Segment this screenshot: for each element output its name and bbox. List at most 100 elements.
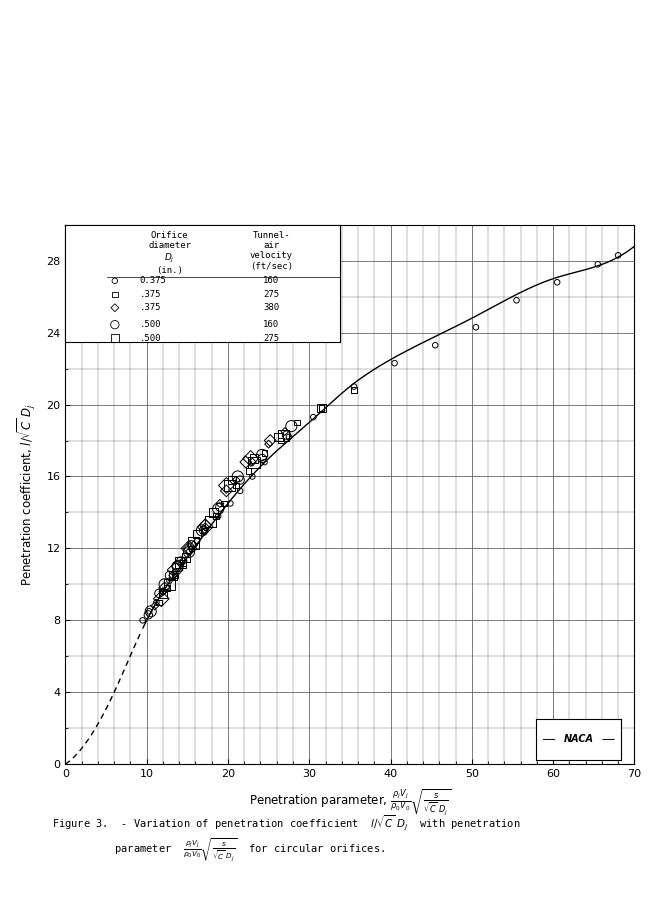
Point — [184, 545, 194, 559]
Point — [173, 559, 183, 574]
Point — [137, 613, 148, 628]
Point — [281, 428, 292, 442]
Text: .375: .375 — [139, 303, 161, 312]
Point — [110, 287, 120, 301]
Text: 160: 160 — [264, 276, 279, 285]
Point — [278, 428, 288, 442]
Point — [249, 455, 259, 469]
Point — [177, 556, 187, 570]
Point — [158, 586, 168, 601]
Text: Orifice
diameter
$D_j$
(in.): Orifice diameter $D_j$ (in.) — [148, 230, 191, 275]
Point — [221, 484, 232, 498]
Point — [257, 448, 267, 462]
Point — [317, 401, 327, 415]
Point — [197, 523, 207, 538]
Point — [231, 478, 241, 493]
Point — [284, 430, 294, 444]
Text: .500: .500 — [139, 334, 161, 343]
Point — [144, 604, 154, 619]
Text: Figure 3.  - Variation of penetration coefficient  $l/\sqrt{C}\ D_j$  with penet: Figure 3. - Variation of penetration coe… — [52, 814, 521, 863]
Point — [218, 496, 229, 511]
Point — [349, 383, 359, 397]
Point — [224, 478, 235, 493]
Point — [247, 455, 258, 469]
Point — [188, 538, 199, 552]
Point — [110, 317, 120, 332]
Point — [430, 338, 441, 352]
Text: .375: .375 — [139, 289, 161, 298]
Point — [593, 257, 603, 271]
Text: 0.375: 0.375 — [139, 276, 166, 285]
Point — [232, 469, 243, 484]
Point — [292, 415, 302, 430]
Point — [231, 473, 241, 487]
Point — [178, 554, 188, 568]
Point — [213, 509, 224, 523]
Point — [184, 545, 194, 559]
Point — [188, 536, 199, 550]
Point — [471, 320, 481, 334]
Point — [173, 559, 183, 574]
Point — [143, 608, 154, 622]
Point — [162, 581, 172, 595]
Point — [198, 523, 209, 538]
Point — [273, 430, 284, 444]
Point — [265, 433, 275, 448]
Text: 160: 160 — [264, 320, 279, 329]
Point — [241, 455, 251, 469]
Point — [186, 538, 197, 552]
Point — [181, 550, 191, 565]
Text: 275: 275 — [264, 334, 279, 343]
Point — [175, 556, 186, 570]
Point — [164, 577, 175, 592]
Point — [221, 478, 232, 493]
X-axis label: Penetration parameter, $\frac{\rho_j V_j}{\rho_0 V_0}\sqrt{\frac{s}{\sqrt{C}\ D_: Penetration parameter, $\frac{\rho_j V_j… — [249, 788, 451, 817]
Point — [156, 592, 167, 606]
Point — [145, 604, 156, 619]
Point — [511, 293, 522, 307]
Point — [170, 565, 181, 579]
Point — [215, 496, 225, 511]
Point — [205, 514, 215, 529]
Point — [158, 584, 168, 599]
Point — [213, 502, 224, 516]
Point — [110, 331, 120, 345]
Point — [200, 518, 211, 532]
Point — [110, 300, 120, 315]
Point — [208, 505, 218, 520]
Point — [160, 577, 170, 592]
Point — [552, 275, 562, 289]
Point — [164, 574, 175, 588]
Point — [198, 523, 209, 538]
Text: .500: .500 — [139, 320, 161, 329]
Point — [215, 500, 225, 514]
Point — [192, 534, 202, 548]
Point — [150, 599, 160, 613]
Point — [245, 451, 256, 466]
Point — [257, 451, 267, 466]
Text: 380: 380 — [264, 303, 279, 312]
Point — [151, 595, 162, 610]
Point — [186, 541, 197, 556]
Point — [389, 356, 400, 370]
Point — [200, 520, 211, 534]
Point — [154, 595, 164, 610]
Point — [192, 527, 202, 541]
Point — [164, 568, 175, 583]
Point — [158, 584, 168, 599]
Point — [160, 581, 170, 595]
Point — [275, 433, 286, 448]
Point — [317, 401, 327, 415]
Point — [178, 556, 188, 570]
Point — [264, 437, 274, 451]
Point — [200, 520, 211, 534]
Point — [184, 541, 194, 556]
Point — [200, 523, 211, 538]
Point — [243, 464, 254, 478]
Point — [170, 568, 181, 583]
Point — [227, 473, 237, 487]
Point — [170, 563, 181, 577]
Point — [259, 455, 270, 469]
Point — [247, 469, 258, 484]
Y-axis label: Penetration coefficient, $l/\sqrt{C}\ D_j$: Penetration coefficient, $l/\sqrt{C}\ D_… — [15, 403, 38, 586]
